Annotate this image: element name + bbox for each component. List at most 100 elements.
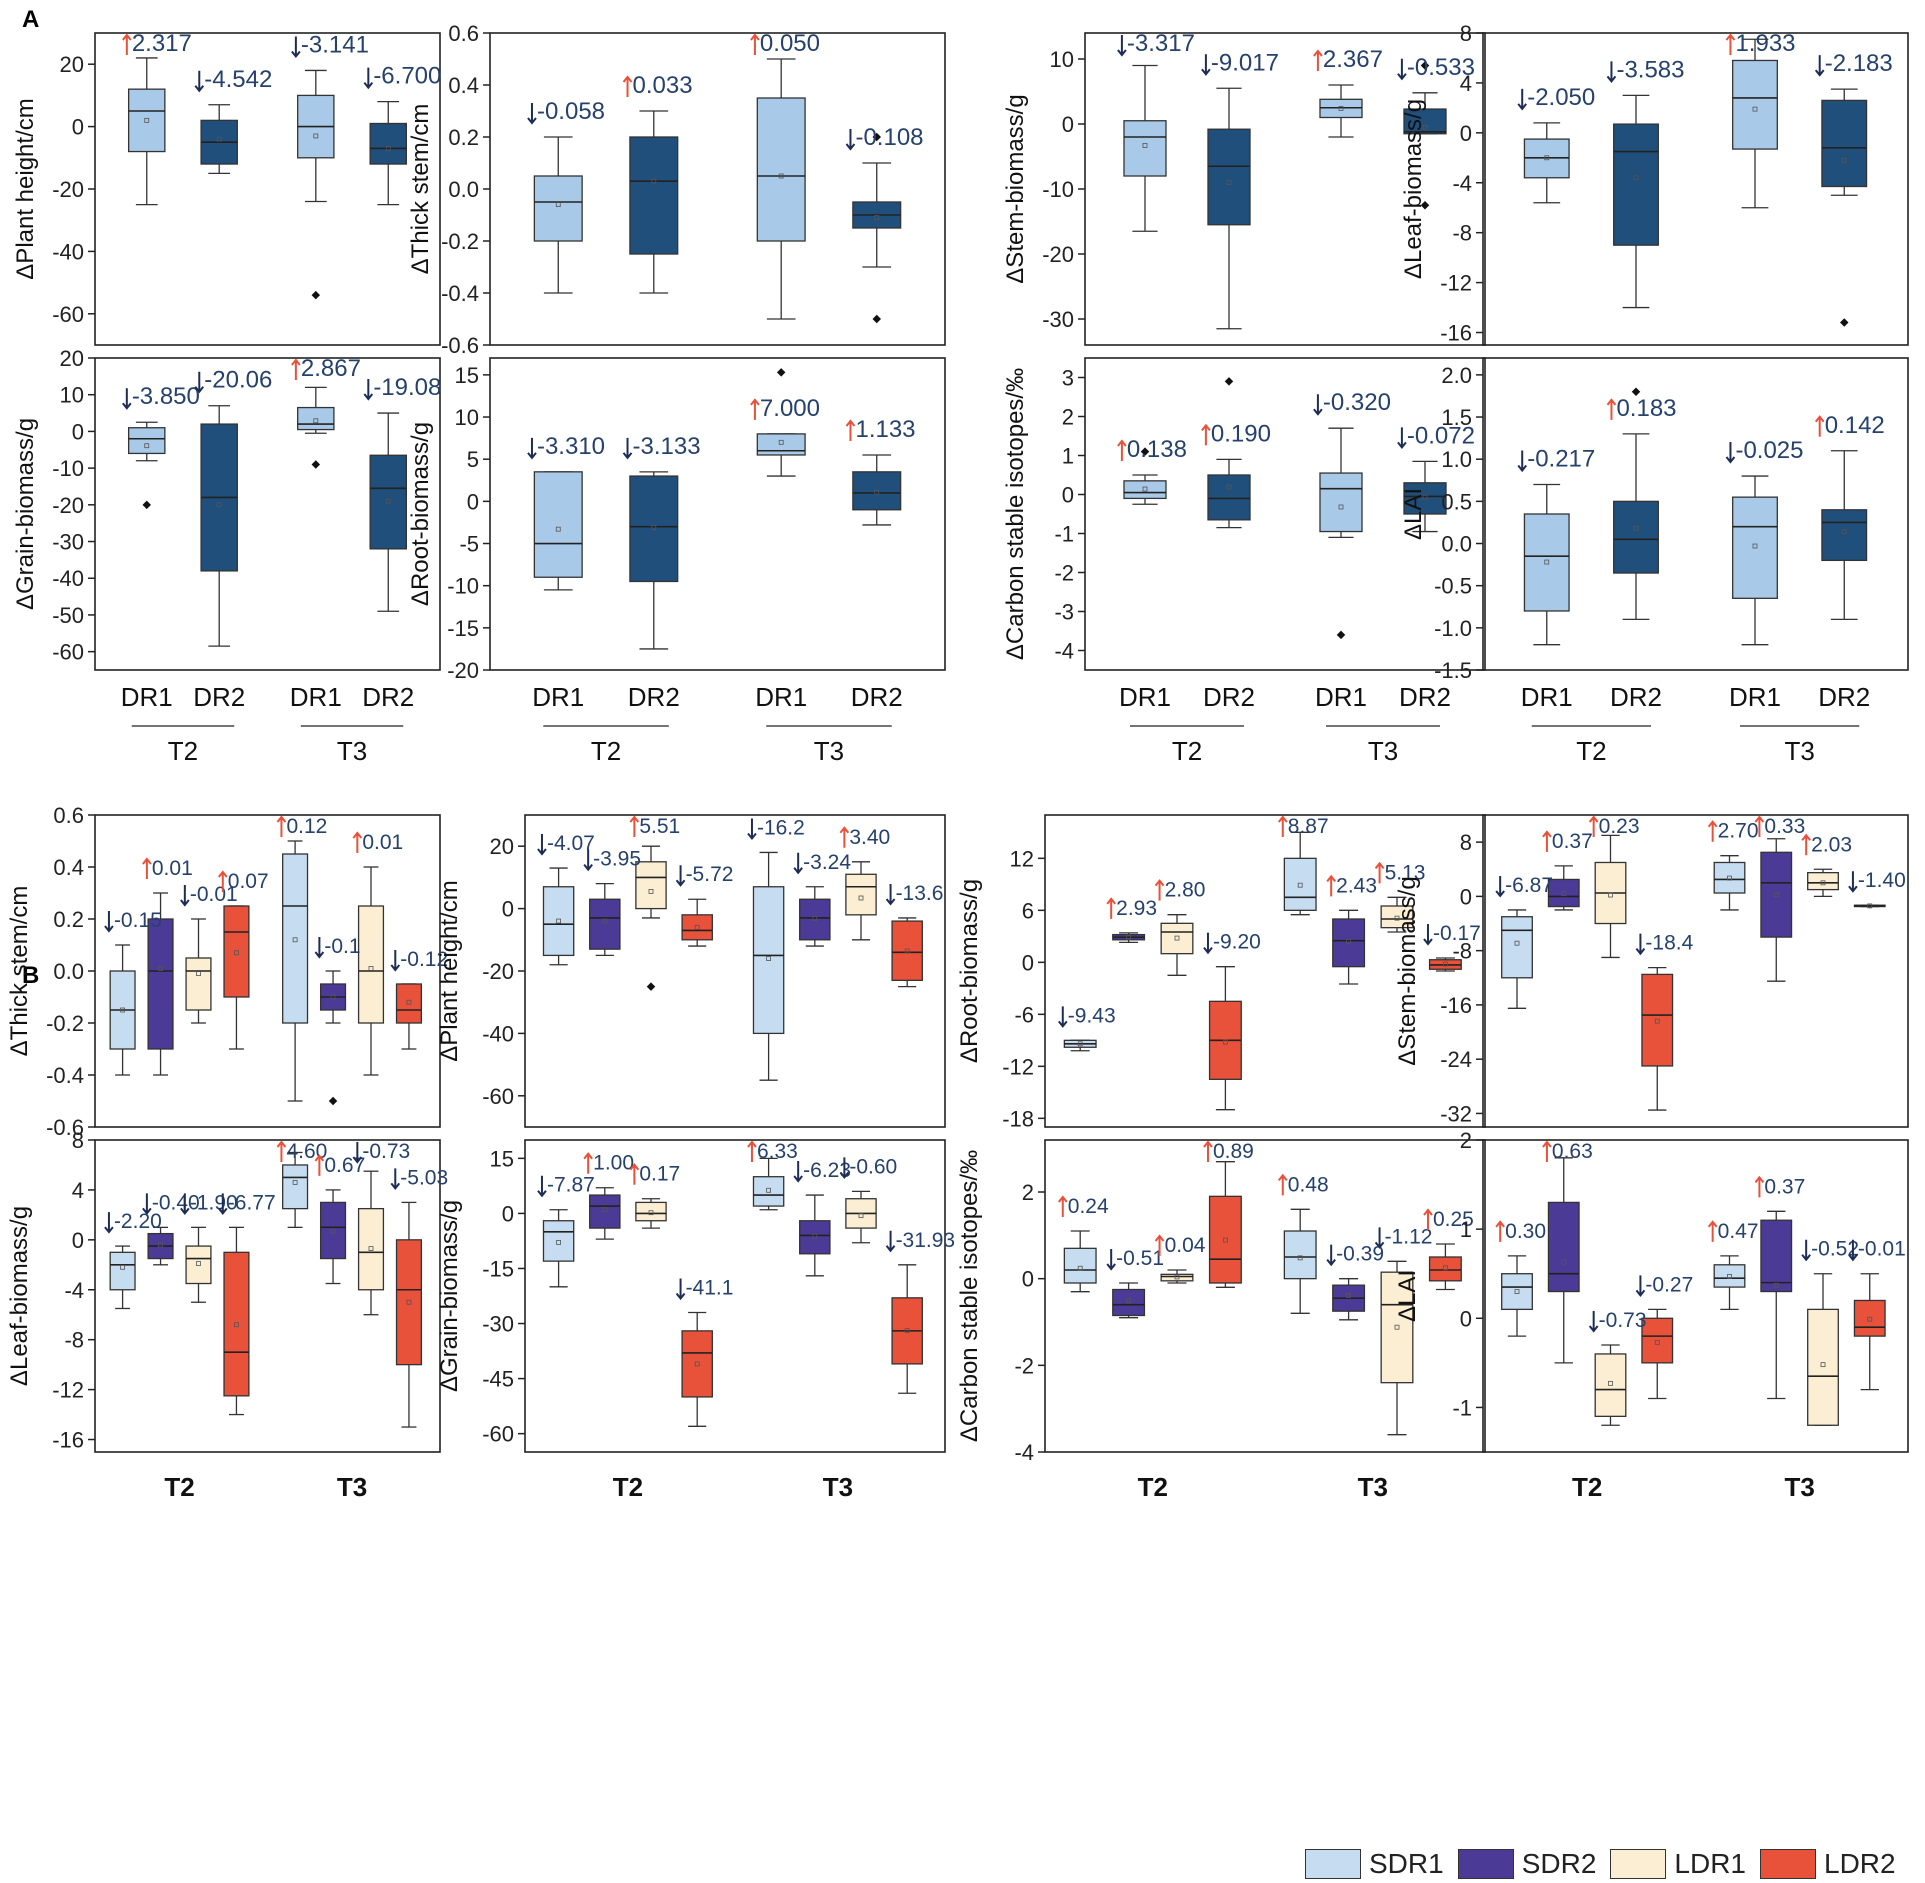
- chart-a4-frame: [1482, 32, 1909, 346]
- chart-b3-box-ldr1: [1380, 905, 1414, 929]
- chart-a1-mean-marker: [313, 133, 319, 139]
- chart-b1-ytick-label: 0.0: [53, 959, 84, 984]
- chart-b8-mean-marker: [1820, 1362, 1826, 1368]
- chart-b4-mean-marker: [1654, 1018, 1660, 1024]
- chart-a7-down-arrow-icon: [1397, 427, 1407, 449]
- chart-b8-up-arrow-icon: [1707, 1220, 1718, 1242]
- chart-b1-box-sdr1: [282, 853, 309, 1024]
- chart-a7-mean-marker: [1338, 504, 1344, 510]
- chart-a7-mean-marker: [1422, 494, 1428, 500]
- chart-b5-down-arrow-icon: [180, 1193, 190, 1215]
- chart-b7-group-label: T3: [1358, 1472, 1388, 1502]
- chart-a4-ytick-label: 4: [1460, 71, 1472, 96]
- chart-a2-annotation: -0.058: [537, 98, 605, 125]
- chart-b8-down-arrow-icon: [1588, 1311, 1599, 1333]
- chart-b1-annotation: 0.01: [362, 831, 403, 854]
- chart-a5-ytick-label: 20: [60, 346, 84, 371]
- chart-b7-down-arrow-icon: [1374, 1227, 1385, 1249]
- chart-a8-up-arrow-icon: [1606, 398, 1617, 420]
- chart-b4-box-ldr2: [1641, 973, 1674, 1067]
- legend-swatch-ldr1: [1610, 1849, 1667, 1879]
- chart-b6-box-sdr1: [752, 1176, 785, 1207]
- chart-a1-ytick-label: -60: [52, 302, 84, 327]
- chart-a2-down-arrow-icon: [527, 103, 537, 125]
- chart-b5-annotation: -2.20: [114, 1210, 162, 1233]
- chart-b2-box-ldr1: [845, 873, 877, 916]
- chart-b4-mean-marker: [1514, 940, 1520, 946]
- chart-b5-box-sdr2: [319, 1201, 347, 1260]
- chart-a3-annotation: 2.367: [1323, 46, 1383, 73]
- chart-a7-ytick-label: -4: [1054, 639, 1074, 664]
- chart-b4-down-arrow-icon: [1635, 933, 1646, 956]
- chart-a2-annotation: -0.108: [855, 124, 923, 151]
- chart-b8-down-arrow-icon: [1801, 1239, 1811, 1262]
- chart-a5-box-dr2: [369, 454, 408, 550]
- chart-b7-annotation: -0.51: [1116, 1247, 1164, 1270]
- chart-b4-mean-marker: [1820, 880, 1826, 886]
- chart-b2-ytick-label: -40: [482, 1021, 514, 1046]
- chart-b1-ytick-label: -0.6: [46, 1115, 84, 1140]
- chart-a8-annotation: -0.217: [1527, 445, 1595, 472]
- chart-b7-ylabel: ΔCarbon stable isotopes/‰: [956, 1150, 983, 1442]
- chart-b1-mean-marker: [330, 994, 336, 1000]
- chart-a7-frame: [1084, 357, 1486, 671]
- chart-a7-box-dr2: [1403, 482, 1447, 515]
- chart-a7-xtick-label: DR1: [1119, 682, 1171, 712]
- chart-b4-box-sdr2: [1760, 851, 1793, 938]
- chart-a6-ytick-label: -5: [459, 532, 479, 557]
- chart-a1-mean-marker: [144, 117, 150, 123]
- chart-b3-up-arrow-icon: [1326, 874, 1336, 897]
- chart-b3-ytick-label: 12: [1010, 846, 1034, 871]
- chart-b4-up-arrow-icon: [1801, 833, 1811, 856]
- chart-b2-mean-marker: [648, 889, 654, 894]
- chart-b2-ytick-label: -20: [482, 959, 514, 984]
- chart-a4-annotation: -3.583: [1616, 56, 1684, 83]
- chart-a8-ytick-label: 0.5: [1441, 489, 1472, 514]
- chart-b8-ytick-label: 2: [1460, 1128, 1472, 1153]
- chart-a7-outlier: [1140, 447, 1150, 456]
- chart-b2-annotation: 3.40: [849, 826, 890, 849]
- chart-a4-ytick-label: -8: [1452, 221, 1472, 246]
- chart-a6-annotation: -3.310: [537, 433, 605, 460]
- chart-b8-ylabel: ΔLAI: [1394, 1270, 1421, 1322]
- chart-b4-annotation: 0.23: [1599, 815, 1640, 838]
- chart-b7-annotation: 0.48: [1288, 1173, 1329, 1196]
- chart-a5-group-label: T3: [337, 736, 367, 766]
- chart-b5-ytick-label: -16: [52, 1428, 84, 1453]
- chart-b8-annotation: -0.01: [1858, 1238, 1906, 1261]
- chart-b8-box-ldr1: [1807, 1308, 1839, 1426]
- chart-b4-box-sdr1: [1501, 916, 1533, 979]
- chart-a3-mean-marker: [1338, 106, 1344, 111]
- chart-b4-ytick-label: 0: [1460, 884, 1472, 909]
- chart-b5-down-arrow-icon: [352, 1142, 363, 1164]
- chart-a7-mean-marker: [1226, 484, 1232, 490]
- chart-a6-xtick-label: DR2: [851, 682, 903, 712]
- chart-b3-mean-marker: [1174, 935, 1180, 941]
- chart-b3-box-sdr2: [1332, 918, 1366, 968]
- chart-a6-ytick-label: 15: [455, 363, 479, 388]
- chart-b3-ytick-label: 0: [1022, 950, 1034, 975]
- chart-b8-ytick-label: 1: [1460, 1217, 1472, 1242]
- chart-a7-ytick-label: 3: [1062, 366, 1074, 391]
- chart-a7-xtick-label: DR2: [1203, 682, 1255, 712]
- chart-a2-ytick-label: 0.4: [448, 73, 479, 98]
- chart-b2-ytick-label: -60: [482, 1084, 514, 1109]
- chart-a2-ytick-label: 0.0: [448, 177, 479, 202]
- chart-b1-down-arrow-icon: [180, 885, 190, 907]
- chart-a2-mean-marker: [651, 178, 657, 184]
- chart-a8-group-label: T3: [1784, 736, 1814, 766]
- chart-b6-down-arrow-icon: [675, 1278, 686, 1301]
- chart-a6-annotation: 7.000: [760, 395, 820, 422]
- chart-a8-xtick-label: DR2: [1818, 682, 1870, 712]
- chart-b7-box-sdr1: [1283, 1230, 1317, 1280]
- chart-b4-box-sdr1: [1713, 861, 1746, 894]
- chart-a3-up-arrow-icon: [1313, 49, 1323, 71]
- chart-b8-mean-marker: [1514, 1289, 1520, 1294]
- chart-b4-up-arrow-icon: [1588, 815, 1599, 837]
- chart-a6-ytick-label: -15: [447, 616, 479, 641]
- chart-b8-annotation: -0.27: [1645, 1273, 1693, 1296]
- chart-b2-mean-marker: [766, 956, 771, 961]
- chart-b2-box-ldr2: [891, 920, 923, 982]
- chart-a7-ytick-label: 2: [1062, 405, 1074, 430]
- chart-a5-ylabel: ΔGrain-biomass/g: [12, 418, 39, 610]
